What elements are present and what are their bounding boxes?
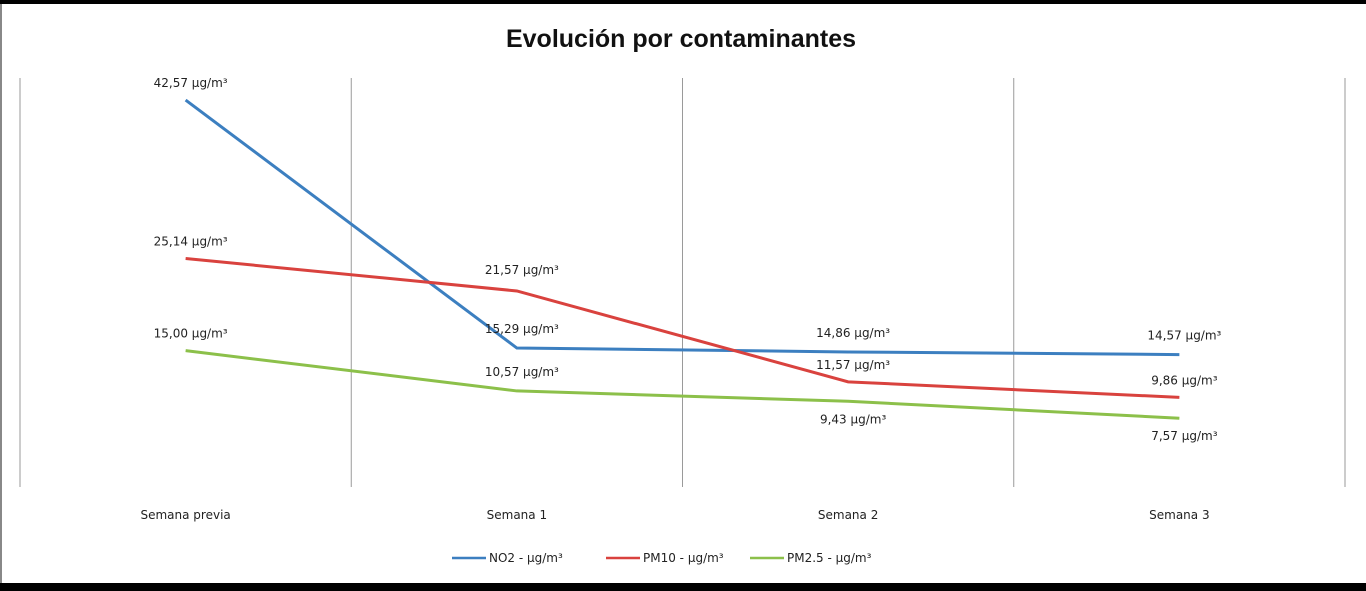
data-label: 25,14 µg/m³ bbox=[154, 235, 228, 249]
data-label: 21,57 µg/m³ bbox=[485, 263, 559, 277]
data-label: 14,86 µg/m³ bbox=[816, 326, 890, 340]
data-label: 14,57 µg/m³ bbox=[1147, 329, 1221, 343]
data-label: 9,86 µg/m³ bbox=[1151, 373, 1218, 387]
chart-title: Evolución por contaminantes bbox=[506, 25, 856, 53]
data-label: 42,57 µg/m³ bbox=[154, 76, 228, 90]
data-label: 15,00 µg/m³ bbox=[154, 327, 228, 341]
series-line-0 bbox=[184, 98, 1180, 357]
x-tick-label: Semana 1 bbox=[487, 508, 547, 522]
x-tick-label: Semana 2 bbox=[818, 508, 878, 522]
data-label: 15,29 µg/m³ bbox=[485, 322, 559, 336]
series-line-1 bbox=[185, 257, 1180, 399]
x-tick-label: Semana previa bbox=[140, 508, 230, 522]
legend-label: NO2 - µg/m³ bbox=[489, 551, 563, 565]
data-label: 7,57 µg/m³ bbox=[1151, 429, 1218, 443]
legend-label: PM10 - µg/m³ bbox=[643, 551, 724, 565]
series-line-2 bbox=[185, 349, 1180, 420]
data-label: 10,57 µg/m³ bbox=[485, 365, 559, 379]
x-tick-label: Semana 3 bbox=[1149, 508, 1209, 522]
data-label: 9,43 µg/m³ bbox=[820, 412, 887, 426]
data-label: 11,57 µg/m³ bbox=[816, 358, 890, 372]
legend-label: PM2.5 - µg/m³ bbox=[787, 551, 872, 565]
